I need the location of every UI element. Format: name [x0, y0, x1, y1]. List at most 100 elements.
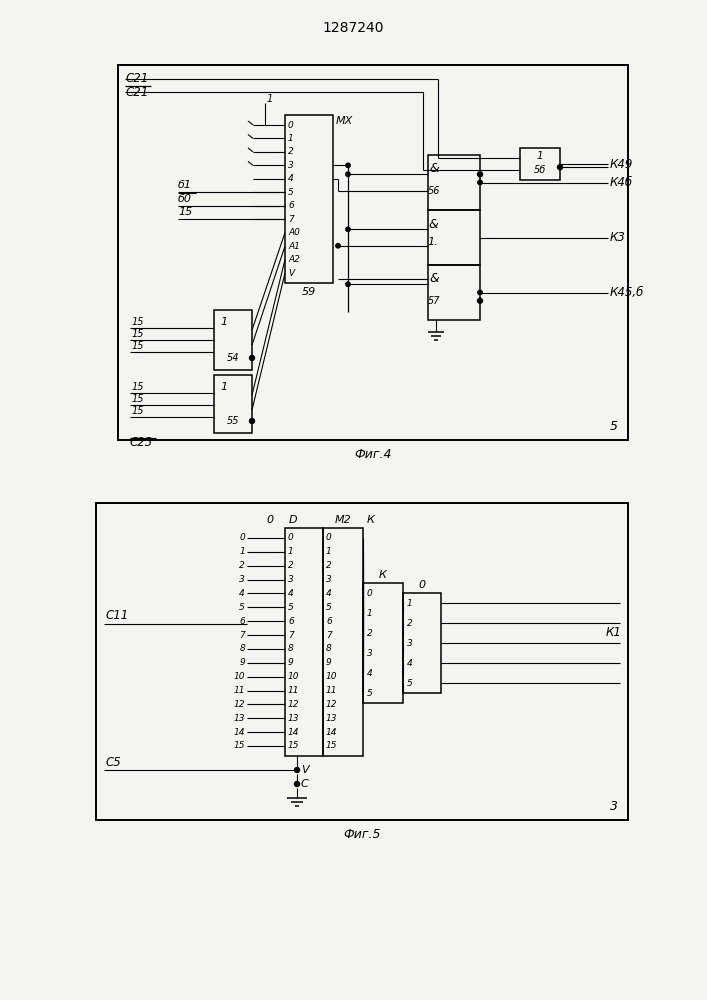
Text: 1.: 1.: [428, 237, 438, 247]
Text: 1287240: 1287240: [322, 21, 384, 35]
Text: M2: M2: [334, 515, 351, 525]
Text: С23: С23: [130, 436, 153, 450]
Text: 1: 1: [288, 134, 293, 143]
Bar: [96, 503, 628, 820]
Text: 2: 2: [367, 629, 373, 638]
Text: С21: С21: [125, 73, 148, 86]
Text: К3: К3: [610, 231, 626, 244]
Text: 4: 4: [288, 589, 293, 598]
Text: 5: 5: [288, 188, 293, 197]
Text: Фиг.4: Фиг.4: [354, 448, 392, 462]
Text: 9: 9: [288, 658, 293, 667]
Text: К4б: К4б: [610, 176, 633, 189]
Text: 8: 8: [239, 644, 245, 653]
Text: б1: б1: [178, 180, 192, 190]
Text: &: &: [428, 218, 438, 231]
Text: 4: 4: [367, 668, 373, 678]
Text: V: V: [301, 765, 309, 775]
Text: 0: 0: [419, 580, 426, 590]
Text: 1: 1: [326, 547, 332, 556]
Text: 6: 6: [288, 201, 293, 210]
Text: 55: 55: [227, 416, 239, 426]
Circle shape: [477, 298, 482, 303]
Circle shape: [250, 418, 255, 424]
Text: A0: A0: [288, 228, 300, 237]
Text: D: D: [289, 515, 298, 525]
Bar: [118, 65, 628, 440]
Text: 11: 11: [233, 686, 245, 695]
Text: 4: 4: [326, 589, 332, 598]
Text: К: К: [379, 570, 387, 580]
Circle shape: [558, 165, 563, 170]
Bar: [428, 265, 480, 320]
Text: 0: 0: [288, 534, 293, 542]
Text: К: К: [367, 515, 375, 525]
Text: 15: 15: [132, 406, 144, 416]
Text: 14: 14: [326, 728, 337, 737]
Circle shape: [477, 172, 482, 177]
Text: 3: 3: [288, 161, 293, 170]
Circle shape: [478, 180, 482, 185]
Text: 12: 12: [288, 700, 300, 709]
Text: 15: 15: [178, 207, 192, 217]
Text: &: &: [429, 272, 439, 286]
Text: 6: 6: [326, 617, 332, 626]
Text: 14: 14: [233, 728, 245, 737]
Text: 56: 56: [428, 186, 440, 196]
Text: 9: 9: [239, 658, 245, 667]
Text: A2: A2: [288, 255, 300, 264]
Text: 4: 4: [407, 658, 413, 668]
Text: С: С: [301, 779, 309, 789]
Text: 11: 11: [326, 686, 337, 695]
Text: 7: 7: [239, 631, 245, 640]
Text: 1: 1: [267, 94, 273, 104]
Text: 15: 15: [233, 742, 245, 750]
Text: 8: 8: [288, 644, 293, 653]
Text: С21: С21: [125, 86, 148, 99]
Text: 3: 3: [239, 575, 245, 584]
Text: 10: 10: [326, 672, 337, 681]
Bar: [285, 528, 323, 756]
Text: Фиг.5: Фиг.5: [344, 828, 381, 842]
Text: 1: 1: [220, 382, 227, 392]
Text: 3: 3: [326, 575, 332, 584]
Bar: [214, 375, 252, 433]
Text: 2: 2: [288, 147, 293, 156]
Text: 0: 0: [239, 534, 245, 542]
Text: 1: 1: [239, 547, 245, 556]
Text: &: &: [429, 162, 439, 176]
Text: 6: 6: [239, 617, 245, 626]
Text: МХ: МХ: [336, 116, 354, 126]
Text: 13: 13: [288, 714, 300, 723]
Text: A1: A1: [288, 242, 300, 251]
Text: 1: 1: [288, 547, 293, 556]
Text: б0: б0: [178, 194, 192, 204]
Text: 0: 0: [367, 588, 373, 597]
Circle shape: [346, 227, 350, 231]
Bar: [520, 148, 560, 180]
Circle shape: [478, 290, 482, 295]
Text: 4: 4: [288, 174, 293, 183]
Text: 3: 3: [610, 800, 618, 812]
Bar: [323, 528, 363, 756]
Text: 59: 59: [302, 287, 316, 297]
Text: 9: 9: [326, 658, 332, 667]
Text: 5: 5: [326, 603, 332, 612]
Text: 15: 15: [132, 382, 144, 392]
Bar: [285, 115, 333, 283]
Text: С5: С5: [106, 756, 122, 768]
Text: К45,б: К45,б: [610, 286, 644, 299]
Circle shape: [336, 244, 340, 248]
Text: 15: 15: [326, 742, 337, 750]
Text: 2: 2: [239, 561, 245, 570]
Text: 3: 3: [288, 575, 293, 584]
Text: К1: К1: [606, 626, 622, 640]
Text: 13: 13: [233, 714, 245, 723]
Text: 1: 1: [220, 317, 227, 327]
Text: 57: 57: [428, 296, 440, 306]
Text: 0: 0: [326, 534, 332, 542]
Bar: [363, 583, 403, 703]
Text: 8: 8: [326, 644, 332, 653]
Text: 7: 7: [288, 215, 293, 224]
Text: 5: 5: [610, 420, 618, 432]
